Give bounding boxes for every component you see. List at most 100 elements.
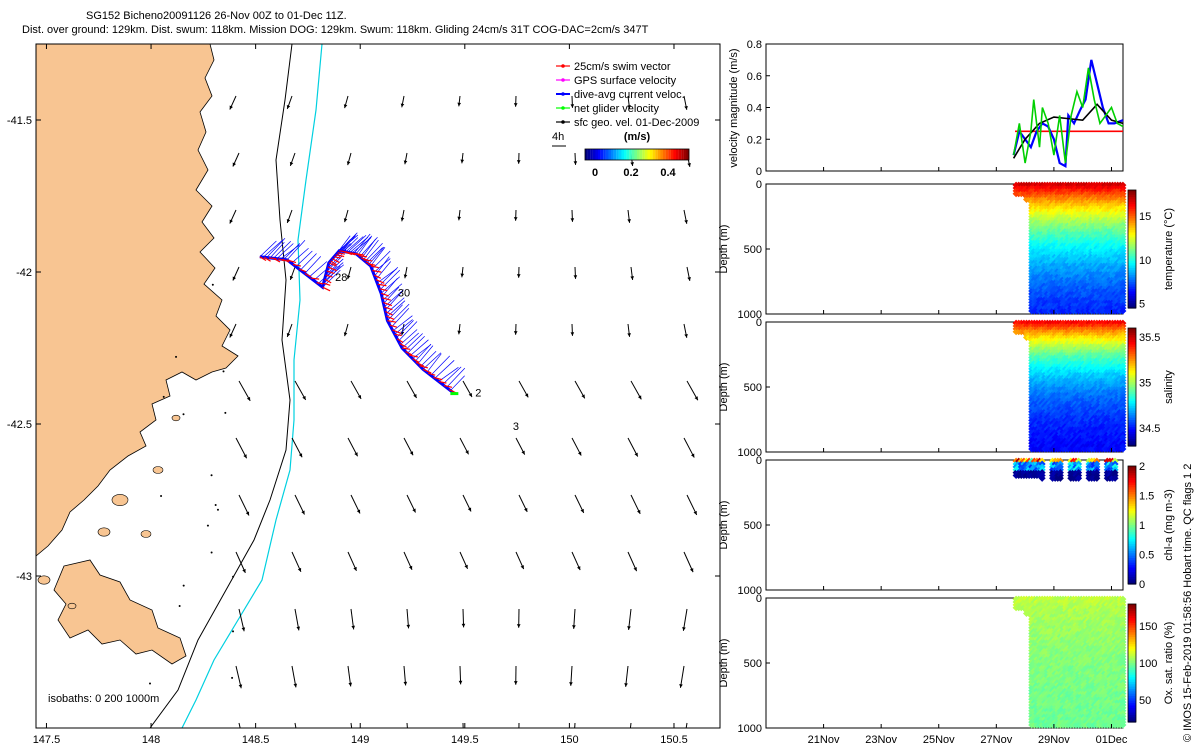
geo-arrow: [286, 209, 293, 224]
geo-arrow: [513, 95, 518, 107]
dac-vector: [401, 332, 419, 349]
swim-vector: [433, 376, 443, 381]
geo-arrow: [343, 209, 349, 223]
dac-vector: [430, 355, 451, 376]
dac-vector: [378, 267, 399, 287]
dac-vector: [383, 286, 400, 304]
y-tick-label: 500: [744, 382, 762, 394]
geo-dot: [162, 395, 165, 398]
geo-arrow: [630, 266, 634, 280]
geo-arrow: [683, 437, 695, 458]
geo-arrow: [459, 437, 469, 455]
legend-label: sfc geo. vel. 01-Dec-2009: [574, 117, 699, 129]
colorbar-cell: [660, 149, 664, 160]
colorbar-cell: [590, 149, 593, 160]
swim-vector: [408, 354, 418, 358]
x-tick-label: 148.5: [242, 734, 270, 746]
geo-arrow: [518, 722, 520, 728]
land-mainland: [36, 44, 239, 557]
swim-vector: [438, 380, 447, 384]
geo-arrow: [238, 722, 241, 728]
legend-label: dive-avg current veloc.: [574, 89, 685, 101]
geo-arrow: [350, 380, 362, 400]
geo-arrow: [403, 551, 413, 571]
colorbar-label: chl-a (mg m-3): [1163, 489, 1175, 561]
swim-vector: [399, 342, 408, 348]
dac-vector: [357, 235, 373, 256]
geo-arrow: [350, 494, 361, 514]
geo-arrow: [460, 152, 465, 164]
geo-arrow: [350, 608, 356, 630]
x-tick-label: 149: [351, 734, 369, 746]
geo-dot: [224, 411, 227, 414]
geo-arrow: [460, 266, 465, 278]
dac-vector: [407, 336, 425, 354]
geo-arrow: [627, 95, 631, 109]
geo-arrow: [347, 665, 353, 687]
geo-arrow: [346, 266, 352, 280]
colorbar-tick-label: 35: [1139, 377, 1151, 389]
dac-vector: [273, 241, 292, 259]
legend-label: net glider velocity: [574, 103, 659, 115]
y-tick-label: -41.5: [7, 115, 32, 127]
dac-vector: [343, 237, 359, 252]
dac-vector: [349, 236, 369, 253]
geo-arrow: [573, 266, 578, 279]
geo-arrow: [238, 608, 246, 632]
swim-vector: [326, 270, 335, 275]
geo-arrow: [518, 494, 528, 513]
dac-vector: [309, 261, 328, 278]
y-tick-label: -43: [16, 571, 32, 583]
chart-title: SG152 Bicheno20091126 26-Nov 00Z to 01-D…: [86, 10, 347, 22]
island: [37, 575, 51, 585]
colorbar-cell: [652, 149, 656, 160]
colorbar-cell: [663, 149, 666, 160]
y-tick-label: 500: [744, 520, 762, 532]
colorbar-cell: [613, 149, 617, 160]
dac-vector: [422, 352, 442, 370]
dac-vector: [304, 256, 322, 274]
dac-vector: [368, 246, 385, 265]
legend-label: 25cm/s swim vector: [574, 61, 671, 73]
dac-vector: [325, 258, 344, 276]
dac-vector: [374, 256, 390, 277]
legend-marker: [561, 64, 565, 68]
land-peninsula: [53, 559, 187, 665]
swim-vector: [322, 286, 331, 292]
geo-dot: [182, 584, 185, 587]
y-tick-label: 0.6: [747, 71, 762, 83]
geo-arrow: [516, 266, 521, 278]
day-label: 2: [475, 388, 481, 400]
colorbar-cell: [608, 149, 612, 160]
dac-vector: [398, 321, 418, 342]
geo-dot: [214, 504, 217, 507]
colorbar-cell: [621, 149, 625, 160]
geo-arrow: [294, 608, 301, 631]
colorbar-cell: [657, 149, 661, 160]
legend-marker: [561, 120, 565, 124]
colorbar-cell: [592, 149, 596, 160]
swim-vector: [372, 269, 382, 273]
dac-vector: [388, 303, 410, 325]
geo-arrow: [406, 494, 416, 513]
colorbar-cell: [611, 149, 614, 160]
geo-arrow: [574, 494, 585, 514]
swim-vector: [323, 282, 331, 286]
swim-vector: [368, 263, 376, 266]
geo-arrow: [291, 665, 298, 688]
geo-arrow: [406, 722, 408, 728]
geo-arrow: [685, 722, 688, 728]
dac-vector: [382, 283, 403, 301]
swim-vector: [332, 258, 340, 264]
series-dac: [1012, 59, 1124, 169]
section-ylabel: Depth (m): [718, 501, 730, 550]
dac-vector: [392, 315, 413, 332]
swim-vector: [363, 259, 373, 262]
colorbar-tick-label: 0: [592, 167, 598, 179]
swim-vector: [428, 372, 436, 376]
geo-dot: [160, 495, 163, 498]
colorbar-cell: [631, 149, 635, 160]
geo-arrow: [235, 437, 248, 459]
y-tick-label: 500: [744, 244, 762, 256]
